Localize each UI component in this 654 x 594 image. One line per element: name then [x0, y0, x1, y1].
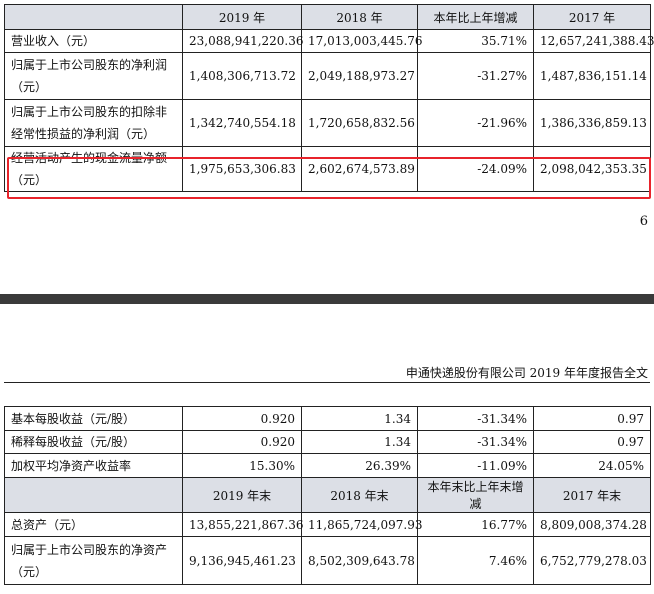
- value-cell: 26.39%: [301, 453, 418, 478]
- header-cell: [4, 4, 183, 30]
- table-header-row: 2019 年末 2018 年末 本年末比上年末增减 2017 年末: [4, 477, 651, 513]
- table-row: 归属于上市公司股东的净资产（元） 9,136,945,461.23 8,502,…: [4, 536, 651, 585]
- value-cell: 23,088,941,220.36: [182, 29, 304, 53]
- row-label: 归属于上市公司股东的净资产（元）: [4, 536, 183, 585]
- value-cell: -21.96%: [417, 99, 534, 147]
- table-row: 归属于上市公司股东的净利润（元） 1,408,306,713.72 2,049,…: [4, 52, 651, 100]
- value-cell: 2,049,188,973.27: [301, 52, 418, 100]
- highlight-box: [7, 157, 651, 199]
- value-cell: 1.34: [301, 406, 418, 431]
- table-row: 归属于上市公司股东的扣除非经常性损益的净利润（元） 1,342,740,554.…: [4, 99, 651, 147]
- header-cell: 2018 年: [301, 4, 418, 30]
- value-cell: 13,855,221,867.36: [182, 512, 304, 537]
- value-cell: 0.920: [182, 406, 302, 431]
- row-label: 营业收入（元）: [4, 29, 183, 53]
- value-cell: 16.77%: [417, 512, 534, 537]
- financial-table-bottom: 基本每股收益（元/股） 0.920 1.34 -31.34% 0.97 稀释每股…: [4, 406, 651, 585]
- value-cell: 7.46%: [417, 536, 534, 585]
- header-cell: 2018 年末: [301, 477, 418, 513]
- value-cell: 0.97: [533, 406, 651, 431]
- header-cell: 2019 年: [182, 4, 302, 30]
- value-cell: 6,752,779,278.03: [533, 536, 651, 585]
- value-cell: -31.27%: [417, 52, 534, 100]
- table-row: 经营活动产生的现金流量净额（元） 1,975,653,306.83 2,602,…: [4, 146, 651, 192]
- value-cell: 0.97: [533, 430, 651, 454]
- value-cell: 1,720,658,832.56: [301, 99, 418, 147]
- value-cell: -24.09%: [417, 146, 534, 192]
- row-label: 归属于上市公司股东的净利润（元）: [4, 52, 183, 100]
- value-cell: 1.34: [301, 430, 418, 454]
- value-cell: 1,408,306,713.72: [182, 52, 302, 100]
- header-rule: [4, 382, 650, 383]
- row-label: 归属于上市公司股东的扣除非经常性损益的净利润（元）: [4, 99, 183, 147]
- value-cell: 11,865,724,097.93: [301, 512, 423, 537]
- header-cell: 2019 年末: [182, 477, 302, 513]
- row-label: 基本每股收益（元/股）: [4, 406, 183, 431]
- value-cell: 24.05%: [533, 453, 651, 478]
- page-break-band: [0, 294, 654, 304]
- table-row: 总资产（元） 13,855,221,867.36 11,865,724,097.…: [4, 512, 651, 537]
- value-cell: 8,809,008,374.28: [533, 512, 651, 537]
- value-cell: -11.09%: [417, 453, 534, 478]
- value-cell: 1,487,836,151.14: [533, 52, 651, 100]
- value-cell: 1,975,653,306.83: [182, 146, 302, 192]
- header-cell: 2017 年末: [533, 477, 651, 513]
- value-cell: 9,136,945,461.23: [182, 536, 302, 585]
- header-cell: 2017 年: [533, 4, 651, 30]
- value-cell: 12,657,241,388.43: [533, 29, 654, 53]
- financial-table-top: 2019 年 2018 年 本年比上年增减 2017 年 营业收入（元） 23,…: [4, 4, 654, 192]
- row-label: 总资产（元）: [4, 512, 183, 537]
- value-cell: 0.920: [182, 430, 302, 454]
- report-header: 申通快递股份有限公司 2019 年年度报告全文: [405, 366, 648, 380]
- value-cell: 2,602,674,573.89: [301, 146, 418, 192]
- value-cell: -31.34%: [417, 406, 534, 431]
- row-label: 加权平均净资产收益率: [4, 453, 183, 478]
- value-cell: 2,098,042,353.35: [533, 146, 651, 192]
- row-label: 稀释每股收益（元/股）: [4, 430, 183, 454]
- table-row: 稀释每股收益（元/股） 0.920 1.34 -31.34% 0.97: [4, 430, 651, 454]
- table-row: 基本每股收益（元/股） 0.920 1.34 -31.34% 0.97: [4, 406, 651, 431]
- row-label: 经营活动产生的现金流量净额（元）: [4, 146, 183, 192]
- value-cell: 8,502,309,643.78: [301, 536, 418, 585]
- table-row: 加权平均净资产收益率 15.30% 26.39% -11.09% 24.05%: [4, 453, 651, 478]
- header-cell: 本年末比上年末增减: [417, 477, 534, 513]
- header-cell: 本年比上年增减: [417, 4, 534, 30]
- value-cell: 15.30%: [182, 453, 302, 478]
- value-cell: 17,013,003,445.76: [301, 29, 423, 53]
- value-cell: 1,342,740,554.18: [182, 99, 302, 147]
- value-cell: -31.34%: [417, 430, 534, 454]
- page-number: 6: [639, 214, 648, 229]
- table-row: 营业收入（元） 23,088,941,220.36 17,013,003,445…: [4, 29, 654, 53]
- value-cell: 1,386,336,859.13: [533, 99, 651, 147]
- value-cell: 35.71%: [417, 29, 534, 53]
- header-cell: [4, 477, 183, 513]
- table-header-row: 2019 年 2018 年 本年比上年增减 2017 年: [4, 4, 651, 30]
